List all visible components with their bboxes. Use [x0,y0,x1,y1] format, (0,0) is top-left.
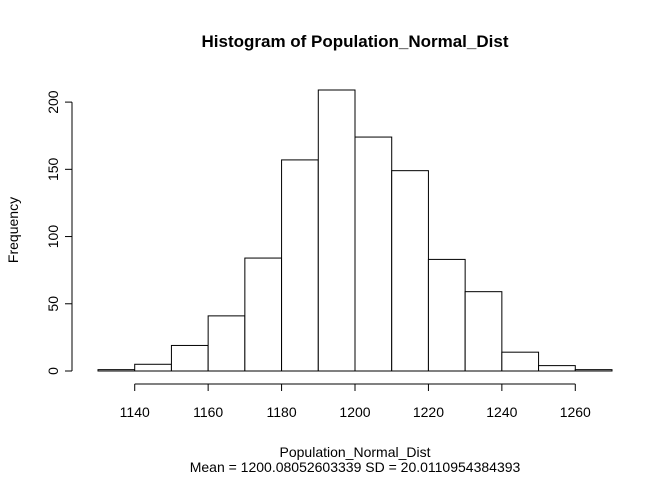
histogram-bar [281,159,319,372]
histogram-bar [170,344,209,372]
x-tick-label: 1220 [413,404,444,420]
y-tick-label: 150 [45,157,61,181]
x-axis-label: Population_Normal_Dist [280,444,431,460]
y-axis: 0 50 100 150 200 [45,90,73,375]
x-tick-label: 1180 [267,404,297,420]
x-tick-label: 1260 [560,404,591,420]
histogram-bar [538,365,576,372]
histogram-bar [427,258,466,372]
chart-title: Histogram of Population_Normal_Dist [202,32,509,51]
x-axis: 1140 1160 1180 1200 1220 1240 1260 [120,383,591,420]
histogram-bar [464,291,503,372]
histogram-bar [134,363,172,372]
y-tick-label: 0 [45,367,61,375]
y-axis-label: Frequency [5,197,21,263]
histogram-bar [574,369,613,372]
histogram-bar [317,89,356,372]
histogram-bar [501,351,540,372]
histogram-bar [207,315,246,372]
x-tick-label: 1240 [486,404,517,420]
x-tick-label: 1140 [120,404,150,420]
y-tick-label: 50 [45,296,61,312]
x-tick-label: 1200 [339,404,370,420]
x-tick-label: 1160 [193,404,223,420]
y-tick-label: 200 [45,90,61,114]
x-axis-subtitle: Mean = 1200.08052603339 SD = 20.01109543… [190,459,521,475]
bars-group [97,89,613,372]
histogram-bar [354,136,393,372]
histogram-bar [97,369,136,372]
histogram-bar [391,170,429,372]
histogram-bar [244,257,283,372]
y-tick-label: 100 [45,225,61,249]
